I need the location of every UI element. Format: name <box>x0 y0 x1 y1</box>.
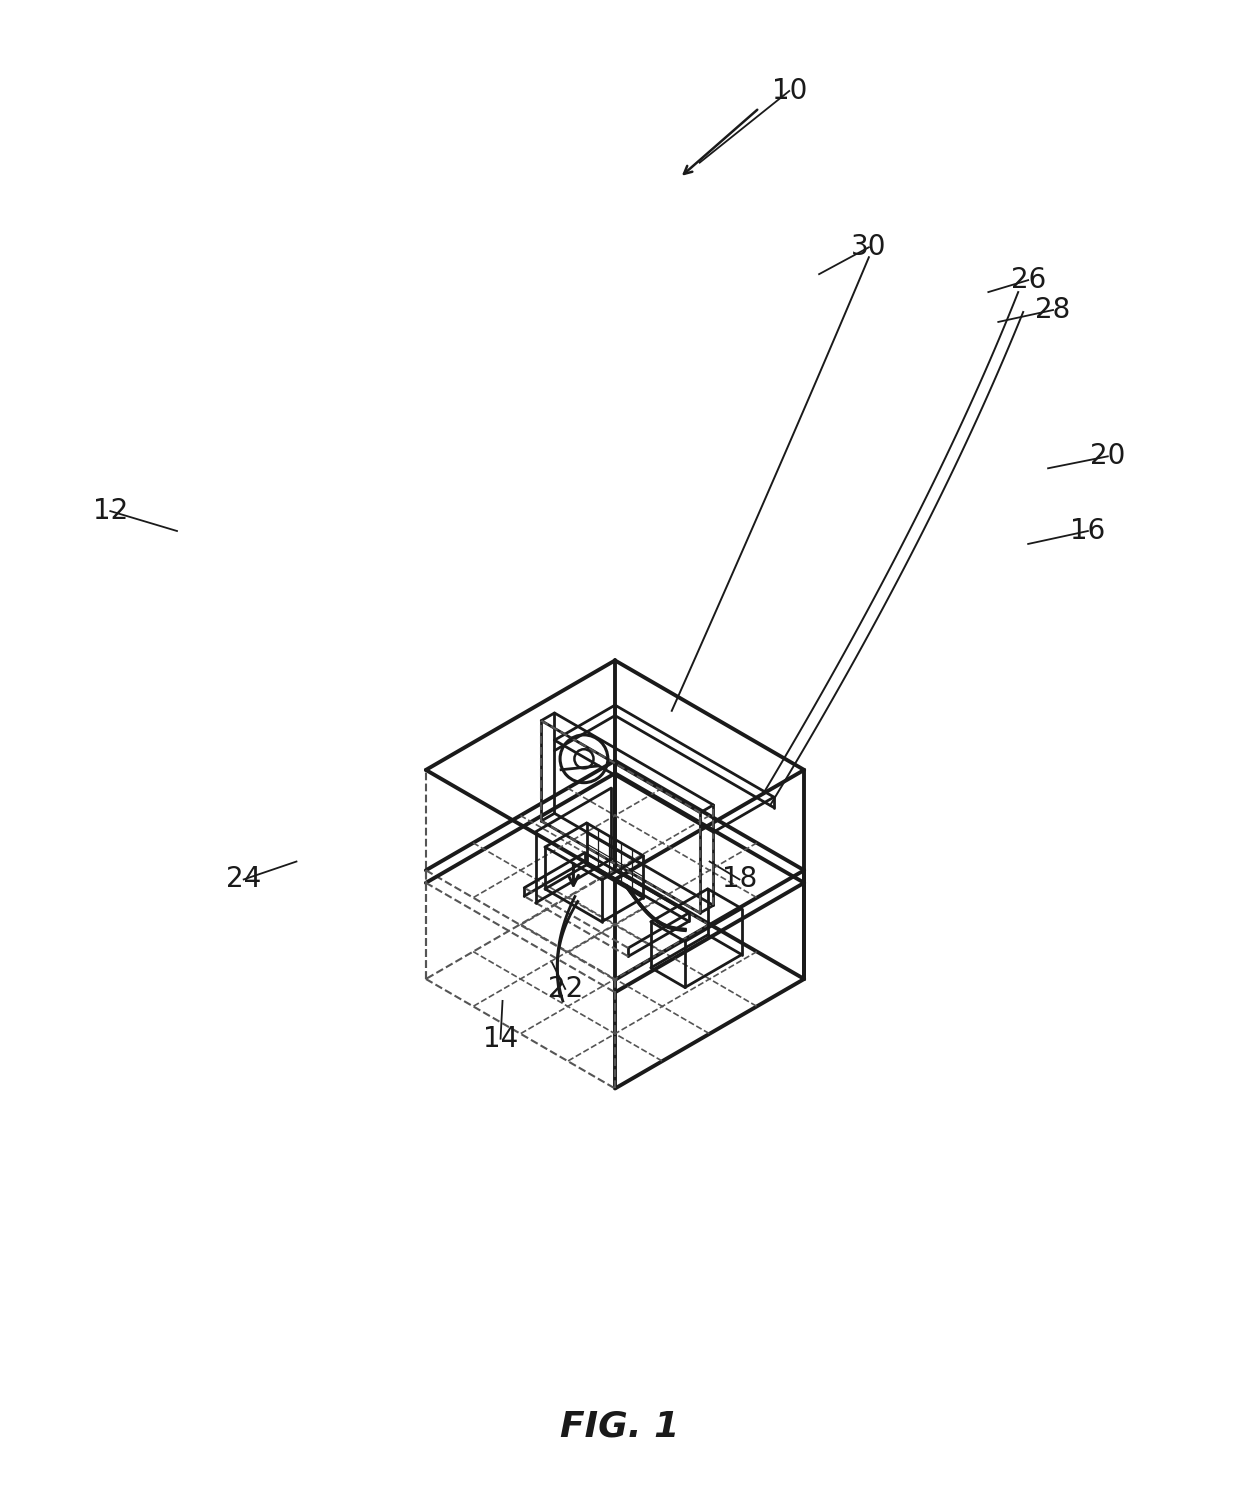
Text: 18: 18 <box>722 866 758 893</box>
Text: 16: 16 <box>1070 517 1106 544</box>
Text: 30: 30 <box>851 234 887 261</box>
Text: 14: 14 <box>482 1025 518 1053</box>
Text: 12: 12 <box>93 498 128 525</box>
Text: 20: 20 <box>1090 442 1126 470</box>
Text: 22: 22 <box>548 976 583 1003</box>
Text: FIG. 1: FIG. 1 <box>560 1410 680 1445</box>
Text: 28: 28 <box>1035 296 1070 324</box>
Text: 26: 26 <box>1011 265 1045 294</box>
Text: 10: 10 <box>771 77 807 106</box>
Text: 24: 24 <box>226 866 262 893</box>
